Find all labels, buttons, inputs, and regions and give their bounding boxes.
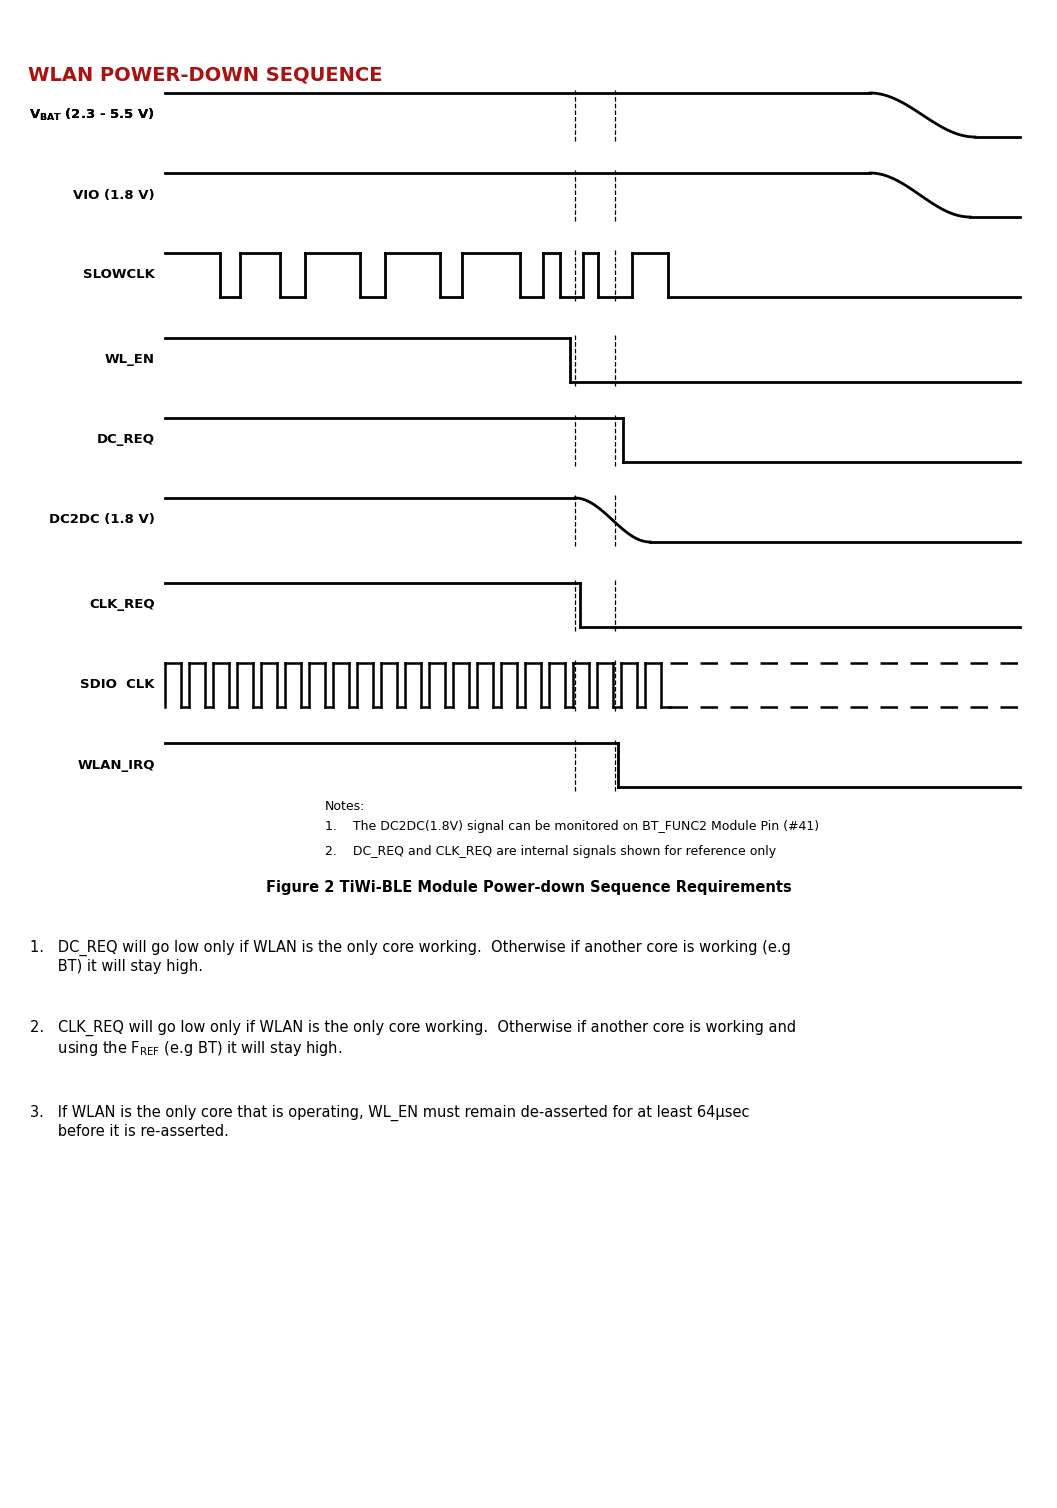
Text: 3.   If WLAN is the only core that is operating, WL_EN must remain de-asserted f: 3. If WLAN is the only core that is oper… (30, 1105, 749, 1139)
Text: 1.    The DC2DC(1.8V) signal can be monitored on BT_FUNC2 Module Pin (#41): 1. The DC2DC(1.8V) signal can be monitor… (324, 820, 819, 832)
Text: SLOWCLK: SLOWCLK (84, 268, 155, 282)
Text: SDIO  CLK: SDIO CLK (80, 679, 155, 692)
Text: V$_\mathbf{BAT}$ (2.3 - 5.5 V): V$_\mathbf{BAT}$ (2.3 - 5.5 V) (30, 107, 155, 124)
Text: V$_{\mathbf{BAT}}$ (2.3 - 5.5 V): V$_{\mathbf{BAT}}$ (2.3 - 5.5 V) (30, 107, 155, 124)
Text: DC2DC (1.8 V): DC2DC (1.8 V) (49, 514, 155, 526)
Text: Notes:: Notes: (324, 801, 366, 813)
Text: 2.    DC_REQ and CLK_REQ are internal signals shown for reference only: 2. DC_REQ and CLK_REQ are internal signa… (324, 844, 776, 858)
Text: WL_EN: WL_EN (105, 353, 155, 366)
Text: Figure 2 TiWi-BLE Module Power-down Sequence Requirements: Figure 2 TiWi-BLE Module Power-down Sequ… (265, 881, 792, 896)
Text: VIO (1.8 V): VIO (1.8 V) (73, 188, 155, 202)
Text: WLAN POWER-DOWN SEQUENCE: WLAN POWER-DOWN SEQUENCE (27, 65, 383, 84)
Text: CLK_REQ: CLK_REQ (90, 599, 155, 612)
Text: 1.   DC_REQ will go low only if WLAN is the only core working.  Otherwise if ano: 1. DC_REQ will go low only if WLAN is th… (30, 939, 791, 974)
Text: 2.   CLK_REQ will go low only if WLAN is the only core working.  Otherwise if an: 2. CLK_REQ will go low only if WLAN is t… (30, 1019, 796, 1059)
Text: WLAN_IRQ: WLAN_IRQ (77, 759, 155, 772)
Text: DC_REQ: DC_REQ (97, 433, 155, 446)
